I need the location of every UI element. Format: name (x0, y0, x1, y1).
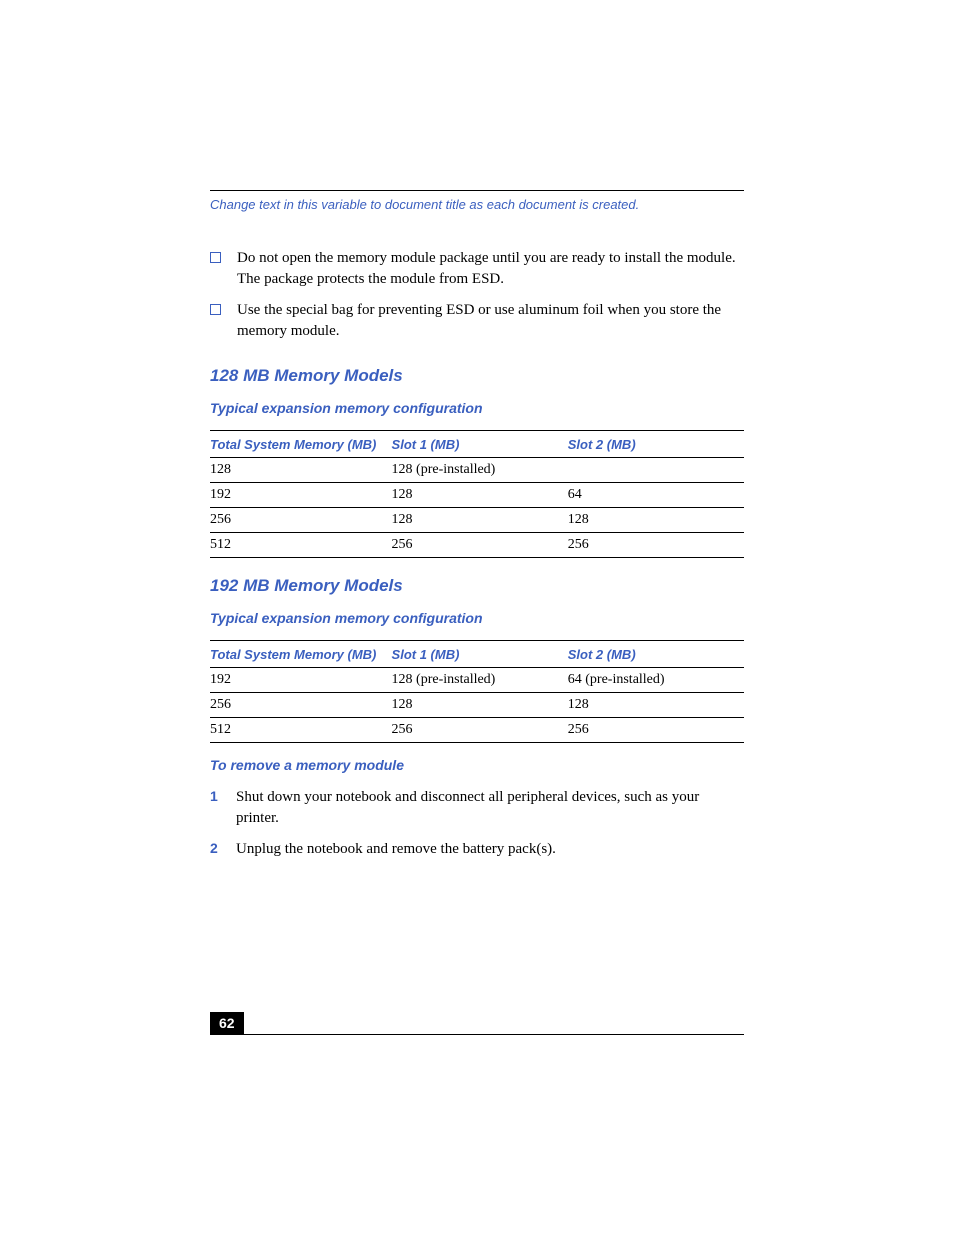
col-header-slot2: Slot 2 (MB) (568, 641, 744, 668)
list-item: Do not open the memory module package un… (210, 248, 744, 290)
section-subheading: Typical expansion memory configuration (210, 400, 744, 416)
bullet-text: Use the special bag for preventing ESD o… (237, 300, 744, 342)
footer-rule (210, 1034, 744, 1035)
cell: 256 (210, 508, 392, 533)
esd-bullet-list: Do not open the memory module package un… (210, 248, 744, 342)
col-header-total: Total System Memory (MB) (210, 641, 392, 668)
page-number: 62 (210, 1012, 244, 1034)
cell: 192 (210, 483, 392, 508)
table-row: 512 256 256 (210, 718, 744, 743)
col-header-slot1: Slot 1 (MB) (392, 431, 568, 458)
step-number: 1 (210, 787, 236, 807)
table-row: 256 128 128 (210, 508, 744, 533)
cell: 256 (568, 718, 744, 743)
bullet-text: Do not open the memory module package un… (237, 248, 744, 290)
step-item: 2 Unplug the notebook and remove the bat… (210, 839, 744, 860)
section-subheading: Typical expansion memory configuration (210, 610, 744, 626)
cell: 256 (392, 533, 568, 558)
cell: 128 (568, 693, 744, 718)
cell (568, 458, 744, 483)
col-header-slot2: Slot 2 (MB) (568, 431, 744, 458)
document-page: Change text in this variable to document… (0, 0, 954, 1235)
header-rule (210, 190, 744, 191)
cell: 64 (pre-installed) (568, 668, 744, 693)
cell: 128 (pre-installed) (392, 668, 568, 693)
cell: 128 (210, 458, 392, 483)
square-bullet-icon (210, 252, 221, 263)
cell: 256 (392, 718, 568, 743)
cell: 128 (568, 508, 744, 533)
square-bullet-icon (210, 304, 221, 315)
list-item: Use the special bag for preventing ESD o… (210, 300, 744, 342)
cell: 64 (568, 483, 744, 508)
table-row: 256 128 128 (210, 693, 744, 718)
table-row: 128 128 (pre-installed) (210, 458, 744, 483)
step-text: Shut down your notebook and disconnect a… (236, 787, 744, 829)
procedure-heading: To remove a memory module (210, 757, 744, 773)
cell: 192 (210, 668, 392, 693)
header-variable-text: Change text in this variable to document… (210, 197, 744, 212)
step-number: 2 (210, 839, 236, 859)
procedure-steps: 1 Shut down your notebook and disconnect… (210, 787, 744, 860)
section-heading-192mb: 192 MB Memory Models (210, 576, 744, 596)
table-row: 192 128 (pre-installed) 64 (pre-installe… (210, 668, 744, 693)
cell: 128 (392, 483, 568, 508)
table-row: 512 256 256 (210, 533, 744, 558)
table-header-row: Total System Memory (MB) Slot 1 (MB) Slo… (210, 431, 744, 458)
section-heading-128mb: 128 MB Memory Models (210, 366, 744, 386)
col-header-slot1: Slot 1 (MB) (392, 641, 568, 668)
step-item: 1 Shut down your notebook and disconnect… (210, 787, 744, 829)
cell: 512 (210, 533, 392, 558)
memory-table-192mb: Total System Memory (MB) Slot 1 (MB) Slo… (210, 640, 744, 743)
cell: 512 (210, 718, 392, 743)
cell: 256 (568, 533, 744, 558)
table-row: 192 128 64 (210, 483, 744, 508)
table-header-row: Total System Memory (MB) Slot 1 (MB) Slo… (210, 641, 744, 668)
step-text: Unplug the notebook and remove the batte… (236, 839, 556, 860)
page-footer: 62 (210, 1012, 744, 1035)
cell: 128 (392, 508, 568, 533)
cell: 128 (392, 693, 568, 718)
cell: 256 (210, 693, 392, 718)
col-header-total: Total System Memory (MB) (210, 431, 392, 458)
memory-table-128mb: Total System Memory (MB) Slot 1 (MB) Slo… (210, 430, 744, 558)
cell: 128 (pre-installed) (392, 458, 568, 483)
